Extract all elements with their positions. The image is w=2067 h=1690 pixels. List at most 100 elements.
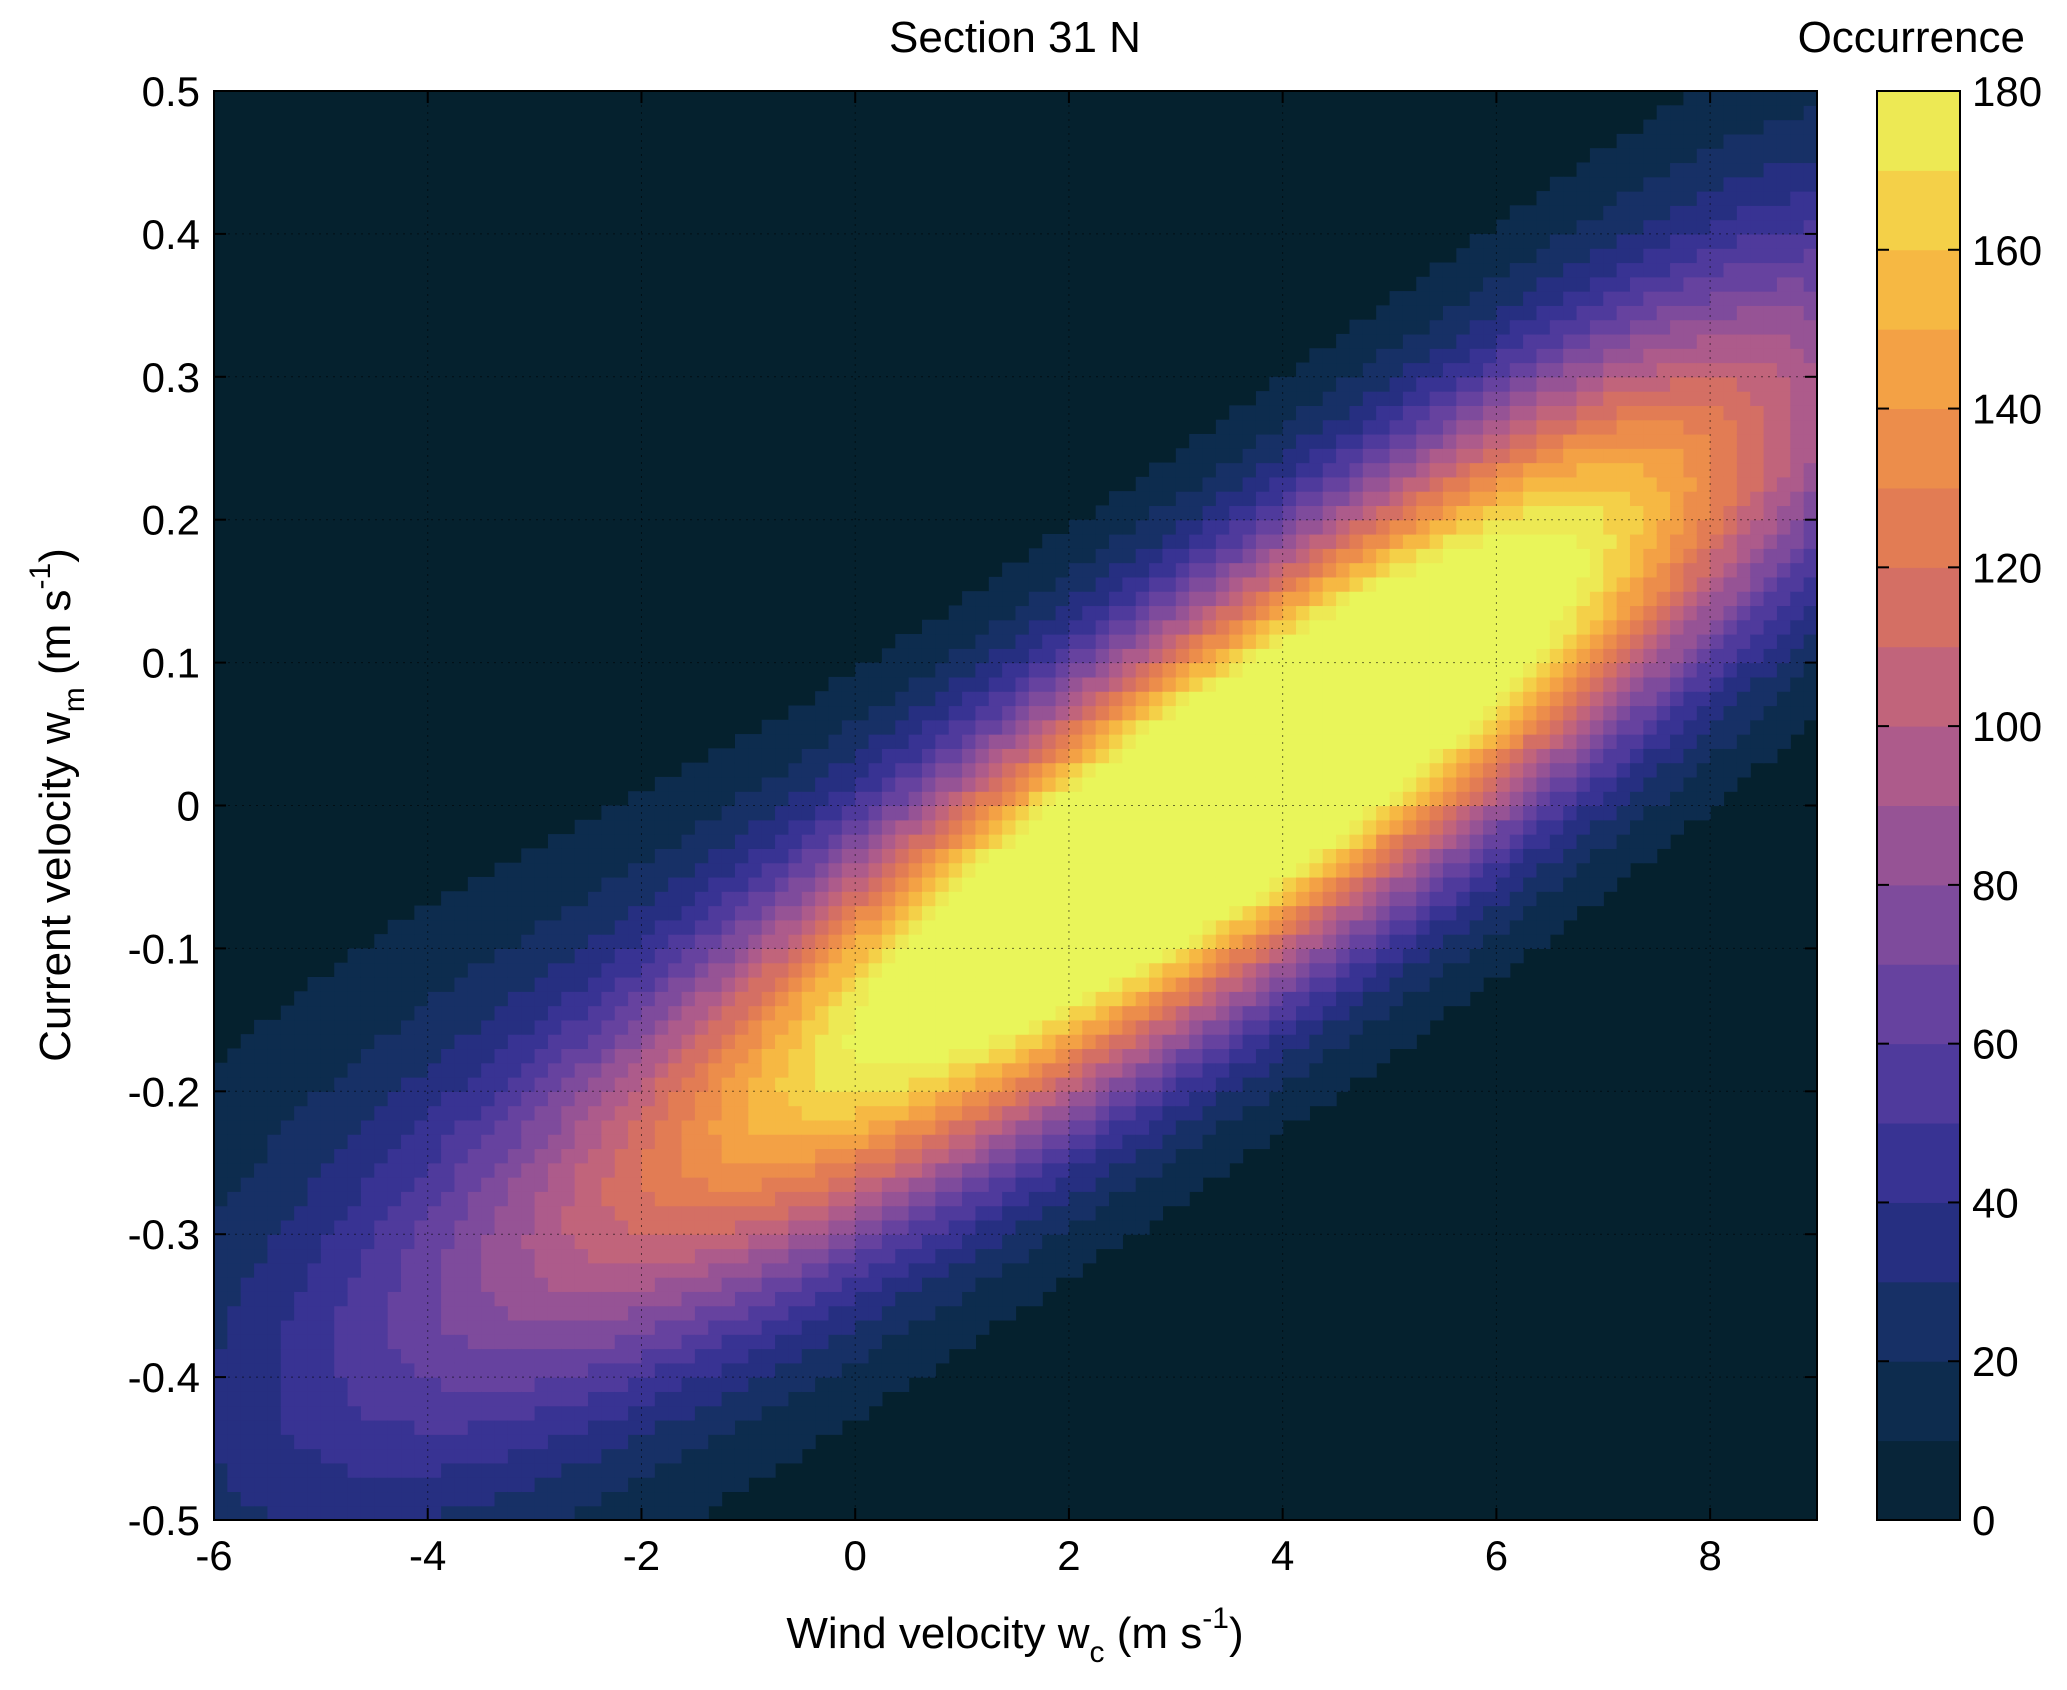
density-cell: [815, 1391, 830, 1407]
density-cell: [280, 1134, 295, 1150]
density-cell: [601, 948, 616, 964]
density-cell: [748, 1334, 763, 1350]
density-cell: [280, 1377, 295, 1392]
density-cell: [1469, 391, 1484, 406]
density-cell: [534, 1348, 549, 1364]
density-cell: [855, 1205, 870, 1221]
density-cell: [881, 834, 896, 849]
density-cell: [547, 1362, 562, 1378]
density-cell: [534, 1048, 549, 1064]
density-cell: [895, 1377, 910, 1392]
density-cell: [1149, 1105, 1164, 1121]
density-cell: [1162, 991, 1177, 1007]
density-cell: [1509, 419, 1524, 435]
density-cell: [534, 1205, 549, 1221]
density-cell: [681, 891, 696, 907]
density-cell: [1202, 805, 1217, 821]
density-cell: [1376, 591, 1391, 607]
density-cell: [788, 1448, 803, 1464]
density-cell: [534, 1434, 549, 1450]
density-cell: [547, 862, 562, 878]
density-cell: [1483, 862, 1497, 878]
density-cell: [841, 1005, 856, 1021]
density-cell: [855, 1377, 870, 1392]
density-cell: [1309, 976, 1324, 992]
density-cell: [681, 1205, 696, 1221]
density-cell: [1255, 976, 1270, 992]
density-cell: [1109, 1119, 1123, 1135]
density-cell: [1202, 848, 1217, 864]
density-cell: [360, 1419, 375, 1435]
density-cell: [1215, 419, 1230, 435]
density-cell: [1483, 291, 1497, 306]
density-cell: [507, 1377, 522, 1392]
density-cell: [1175, 891, 1190, 907]
density-cell: [1149, 619, 1164, 635]
density-cell: [1042, 1148, 1057, 1164]
density-cell: [1362, 391, 1377, 406]
density-cell: [1162, 934, 1177, 949]
density-cell: [668, 919, 683, 935]
density-cell: [1015, 991, 1030, 1007]
density-cell: [1336, 648, 1351, 664]
density-cell: [294, 1291, 309, 1307]
density-cell: [320, 1419, 335, 1435]
density-cell: [280, 1262, 295, 1278]
density-cell: [1496, 834, 1511, 849]
density-cell: [521, 1434, 536, 1450]
density-cell: [1229, 905, 1244, 921]
density-cell: [1282, 991, 1297, 1007]
density-cell: [481, 1491, 496, 1507]
density-cell: [1242, 876, 1257, 892]
density-cell: [1042, 591, 1057, 607]
density-cell: [868, 1005, 883, 1021]
density-cell: [1456, 319, 1471, 335]
density-cell: [988, 691, 1003, 707]
density-cell: [1429, 791, 1444, 807]
density-cell: [1442, 605, 1457, 621]
density-cell: [1269, 848, 1284, 864]
density-cell: [588, 1319, 602, 1335]
density-cell: [574, 876, 589, 892]
density-cell: [1442, 376, 1457, 392]
density-cell: [1028, 1062, 1043, 1078]
density-cell: [1349, 676, 1364, 692]
density-cell: [574, 1291, 589, 1307]
density-cell: [467, 1191, 482, 1207]
density-cell: [240, 1219, 255, 1235]
density-cell: [1282, 662, 1297, 678]
density-cell: [507, 1191, 522, 1207]
density-cell: [334, 1462, 349, 1478]
density-cell: [1015, 962, 1030, 978]
density-cell: [307, 1134, 322, 1150]
density-cell: [1269, 834, 1284, 849]
density-cell: [1362, 376, 1377, 392]
density-cell: [988, 1162, 1003, 1178]
density-cell: [775, 834, 790, 849]
density-cell: [588, 976, 602, 992]
density-cell: [441, 1419, 456, 1435]
density-cell: [1309, 705, 1324, 721]
density-cell: [1362, 962, 1377, 978]
density-cell: [347, 1377, 362, 1392]
density-cell: [694, 1319, 709, 1335]
density-cell: [1122, 948, 1137, 964]
density-cell: [935, 834, 950, 849]
density-cell: [1215, 834, 1230, 849]
density-cell: [1389, 662, 1404, 678]
density-cell: [1456, 934, 1471, 949]
density-cell: [1028, 991, 1043, 1007]
density-cell: [895, 776, 910, 792]
density-cell: [1429, 291, 1444, 306]
density-cell: [334, 1191, 349, 1207]
density-cell: [1429, 391, 1444, 406]
density-cell: [1496, 262, 1511, 278]
density-cell: [868, 1148, 883, 1164]
density-cell: [454, 1248, 469, 1264]
density-cell: [775, 876, 790, 892]
density-cell: [761, 1462, 776, 1478]
density-cell: [841, 1105, 856, 1121]
density-cell: [628, 1362, 643, 1378]
density-cell: [761, 1362, 776, 1378]
density-cell: [307, 1262, 322, 1278]
